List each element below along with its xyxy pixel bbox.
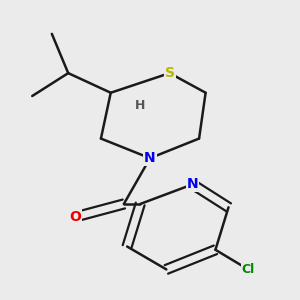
Text: N: N [144, 151, 156, 165]
Text: O: O [69, 210, 81, 224]
Text: Cl: Cl [242, 263, 255, 276]
Text: H: H [135, 99, 146, 112]
Text: N: N [187, 177, 198, 191]
Text: S: S [165, 66, 175, 80]
